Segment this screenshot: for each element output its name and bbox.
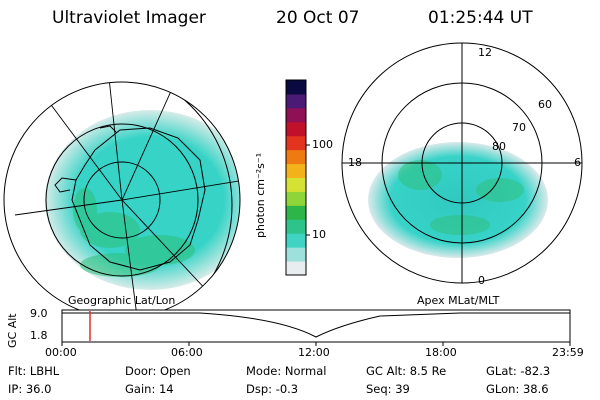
colorbar-band [286, 80, 306, 95]
colorbar-band [286, 149, 306, 165]
colorbar-band [286, 93, 306, 109]
timeline-xtick-2359: 23:59 [552, 346, 584, 359]
timeline-axis-label: GC Alt [6, 313, 19, 348]
colorbar-band [286, 233, 306, 248]
colorbar-band [286, 107, 306, 123]
mlat-label-80: 80 [492, 140, 506, 153]
colorbar-tick-10: 10 [312, 228, 326, 241]
info-glat: GLat: -82.3 [486, 364, 551, 378]
timeline-ticks [61, 342, 571, 346]
app-title: Ultraviolet Imager [52, 8, 206, 28]
date-display: 20 Oct 07 [276, 8, 360, 28]
magnetic-emission-patches [398, 160, 524, 235]
info-glon: GLon: 38.6 [486, 382, 549, 396]
colorbar-band [286, 121, 306, 137]
timeline-ytick-bottom: 1.8 [30, 329, 48, 342]
colorbar-frame [285, 79, 307, 276]
right-panel-caption: Apex MLat/MLT [417, 294, 500, 307]
timeline-xtick-0000: 00:00 [45, 346, 77, 359]
info-flt: Flt: LBHL [8, 364, 60, 378]
info-seq: Seq: 39 [366, 382, 410, 396]
mlat-label-70: 70 [512, 121, 526, 134]
left-panel-caption: Geographic Lat/Lon [68, 294, 176, 307]
colorbar-tick-100: 100 [312, 138, 333, 151]
mlt-label-12: 12 [478, 46, 492, 59]
timeline-xtick-0600: 06:00 [171, 346, 203, 359]
colorbar [286, 80, 306, 276]
mlat-label-60: 60 [538, 98, 552, 111]
colorbar-band [286, 191, 306, 206]
mlt-label-18: 18 [348, 156, 362, 169]
colorbar-band [286, 247, 306, 262]
peninsula-outline [54, 177, 77, 193]
timeline-xtick-1800: 18:00 [425, 346, 457, 359]
colorbar-band [286, 205, 306, 220]
gc-alt-curve [62, 312, 570, 338]
mlt-label-6: 6 [574, 156, 581, 169]
mlt-label-0: 0 [478, 274, 485, 287]
aurora-magnetic-oval [368, 142, 548, 258]
info-door: Door: Open [125, 364, 191, 378]
colorbar-band [286, 219, 306, 234]
info-gc-alt: GC Alt: 8.5 Re [366, 364, 447, 378]
info-gain: Gain: 14 [125, 382, 174, 396]
colorbar-band [286, 261, 306, 276]
antarctica-outline [71, 127, 206, 271]
magnetic-map [368, 142, 548, 258]
timeline-ytick-top: 9.0 [30, 307, 48, 320]
colorbar-unit-label: photon cm⁻²s⁻¹ [254, 152, 267, 238]
coast-outline-2 [99, 125, 117, 133]
colorbar-band [286, 177, 306, 192]
info-mode: Mode: Normal [246, 364, 327, 378]
time-display: 01:25:44 UT [428, 8, 533, 28]
timeline-xtick-1200: 12:00 [298, 346, 330, 359]
geographic-map [4, 82, 240, 318]
info-ip: IP: 36.0 [8, 382, 52, 396]
colorbar-band [286, 163, 306, 178]
info-dsp: Dsp: -0.3 [246, 382, 299, 396]
lat-circles [4, 82, 233, 318]
colorbar-band [286, 135, 306, 151]
